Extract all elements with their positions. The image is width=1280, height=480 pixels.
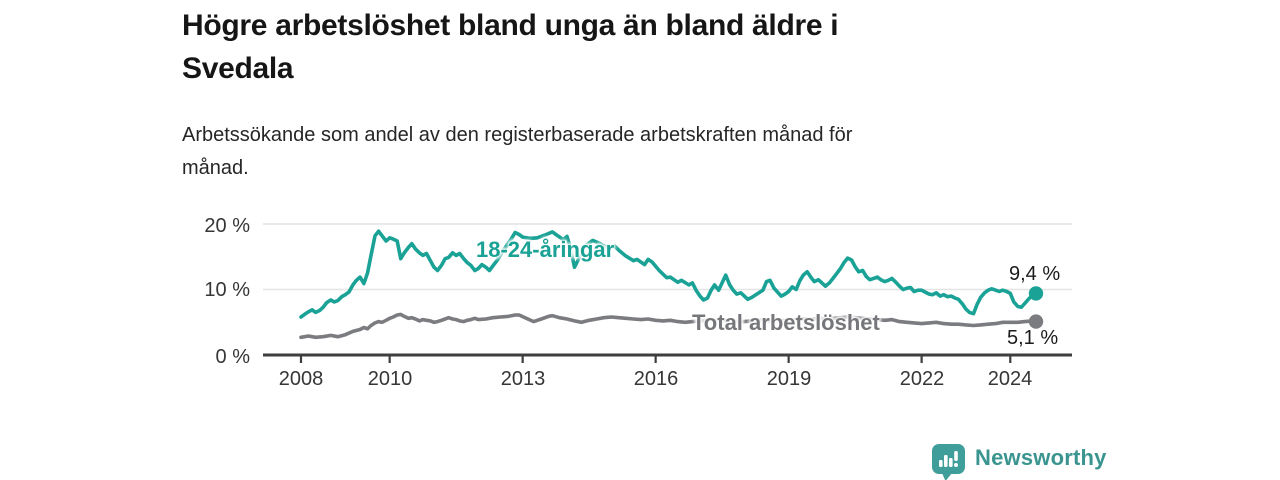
x-axis-tick-label-2022: 2022 bbox=[899, 368, 945, 390]
series-label-young: 18-24-åringar bbox=[476, 237, 615, 262]
y-axis-tick-label-0: 0 % bbox=[215, 346, 250, 368]
y-axis-tick-label-10: 10 % bbox=[204, 279, 250, 301]
x-axis-tick-label-2008: 2008 bbox=[278, 368, 324, 390]
x-axis-tick-label-2019: 2019 bbox=[766, 368, 812, 390]
series-end-dot-total bbox=[1028, 314, 1044, 329]
x-axis-tick-label-2013: 2013 bbox=[500, 368, 546, 390]
series-line-total bbox=[299, 312, 1038, 340]
logo-bubble-tail bbox=[942, 473, 952, 480]
end-value-label-young: 9,4 % bbox=[1009, 263, 1061, 285]
y-axis-tick-label-20: 20 % bbox=[204, 215, 250, 237]
subtitle-line-1: Arbetssökande som andel av den registerb… bbox=[182, 124, 853, 146]
x-axis-tick-label-2010: 2010 bbox=[367, 368, 413, 390]
newsworthy-logo: Newsworthy bbox=[931, 443, 1107, 480]
logo-exclamation-bar bbox=[954, 451, 958, 461]
logo-exclamation-dot bbox=[954, 463, 958, 467]
title-line-1: Högre arbetslöshet bland unga än bland ä… bbox=[182, 9, 839, 42]
series-line-young bbox=[299, 229, 1038, 319]
logo-bar-3 bbox=[949, 458, 953, 467]
x-axis-tick-label-2016: 2016 bbox=[633, 368, 679, 390]
x-axis-tick-label-2024: 2024 bbox=[987, 368, 1033, 390]
logo-bar-2 bbox=[944, 455, 948, 467]
page-title: Högre arbetslöshet bland unga än bland ä… bbox=[182, 4, 1082, 90]
chart-subtitle: Arbetssökande som andel av den registerb… bbox=[182, 119, 1082, 185]
series-label-total: Total arbetslöshet bbox=[692, 310, 880, 335]
end-value-label-total: 5,1 % bbox=[1007, 327, 1059, 349]
newsworthy-bar-chart-bubble-icon bbox=[932, 444, 965, 480]
series-end-dot-young bbox=[1028, 286, 1044, 301]
logo-bubble bbox=[932, 444, 965, 474]
title-line-2: Svedala bbox=[182, 52, 294, 85]
logo-bar-1 bbox=[939, 460, 943, 467]
newsworthy-wordmark: Newsworthy bbox=[975, 445, 1107, 470]
subtitle-line-2: månad. bbox=[182, 157, 249, 179]
